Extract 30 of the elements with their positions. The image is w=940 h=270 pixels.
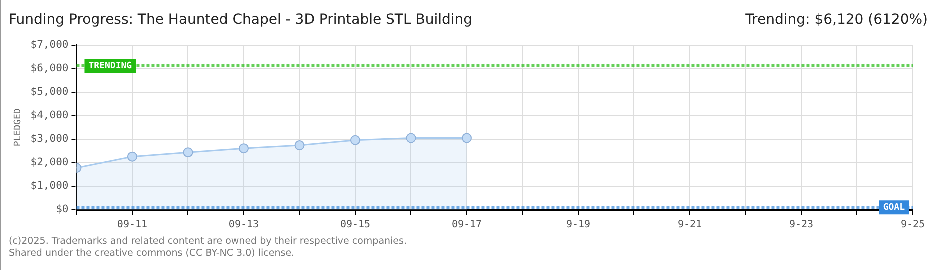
text: Trending: $6,120 (6120%) xyxy=(746,12,928,28)
x-tick-label: 09-13 xyxy=(228,220,260,231)
x-tick-label: 09-15 xyxy=(340,220,371,231)
ref-line-label: GOAL xyxy=(883,202,906,213)
y-tick-label: $2,000 xyxy=(30,156,69,169)
point xyxy=(238,144,249,154)
y-tick-label: $3,000 xyxy=(30,133,69,146)
x-tick-label: 9-23 xyxy=(789,220,814,231)
y-tick-label: $1,000 xyxy=(30,180,69,192)
chart-title: Funding Progress: The Haunted Chapel - 3D Printable STL Building xyxy=(9,12,473,28)
point xyxy=(294,140,305,151)
y-tick-label: $0 xyxy=(56,204,69,216)
x-tick-label: 9-25 xyxy=(900,220,926,231)
point xyxy=(406,133,416,144)
ref-line-label: TRENDING xyxy=(88,61,132,72)
text: (c)2025. Trademarks and related content are owned by their respective companies. xyxy=(9,236,407,247)
text: Shared under the creative commons (CC BY-NC 3.0) license. xyxy=(9,248,295,259)
x-tick-label: 09-11 xyxy=(117,220,148,231)
y-tick-label: $4,000 xyxy=(30,110,69,122)
y-tick-label: $5,000 xyxy=(30,86,69,98)
point xyxy=(127,152,138,162)
point xyxy=(183,148,194,158)
point xyxy=(350,135,360,146)
x-tick-label: 9-21 xyxy=(678,220,702,231)
y-axis-title: PLEDGED xyxy=(14,108,24,147)
x-tick-label: 9-19 xyxy=(566,220,591,231)
y-tick-label: $7,000 xyxy=(30,39,69,52)
point xyxy=(462,133,472,144)
y-tick-label: $6,000 xyxy=(30,62,69,75)
x-tick-label: 09-17 xyxy=(452,220,482,231)
